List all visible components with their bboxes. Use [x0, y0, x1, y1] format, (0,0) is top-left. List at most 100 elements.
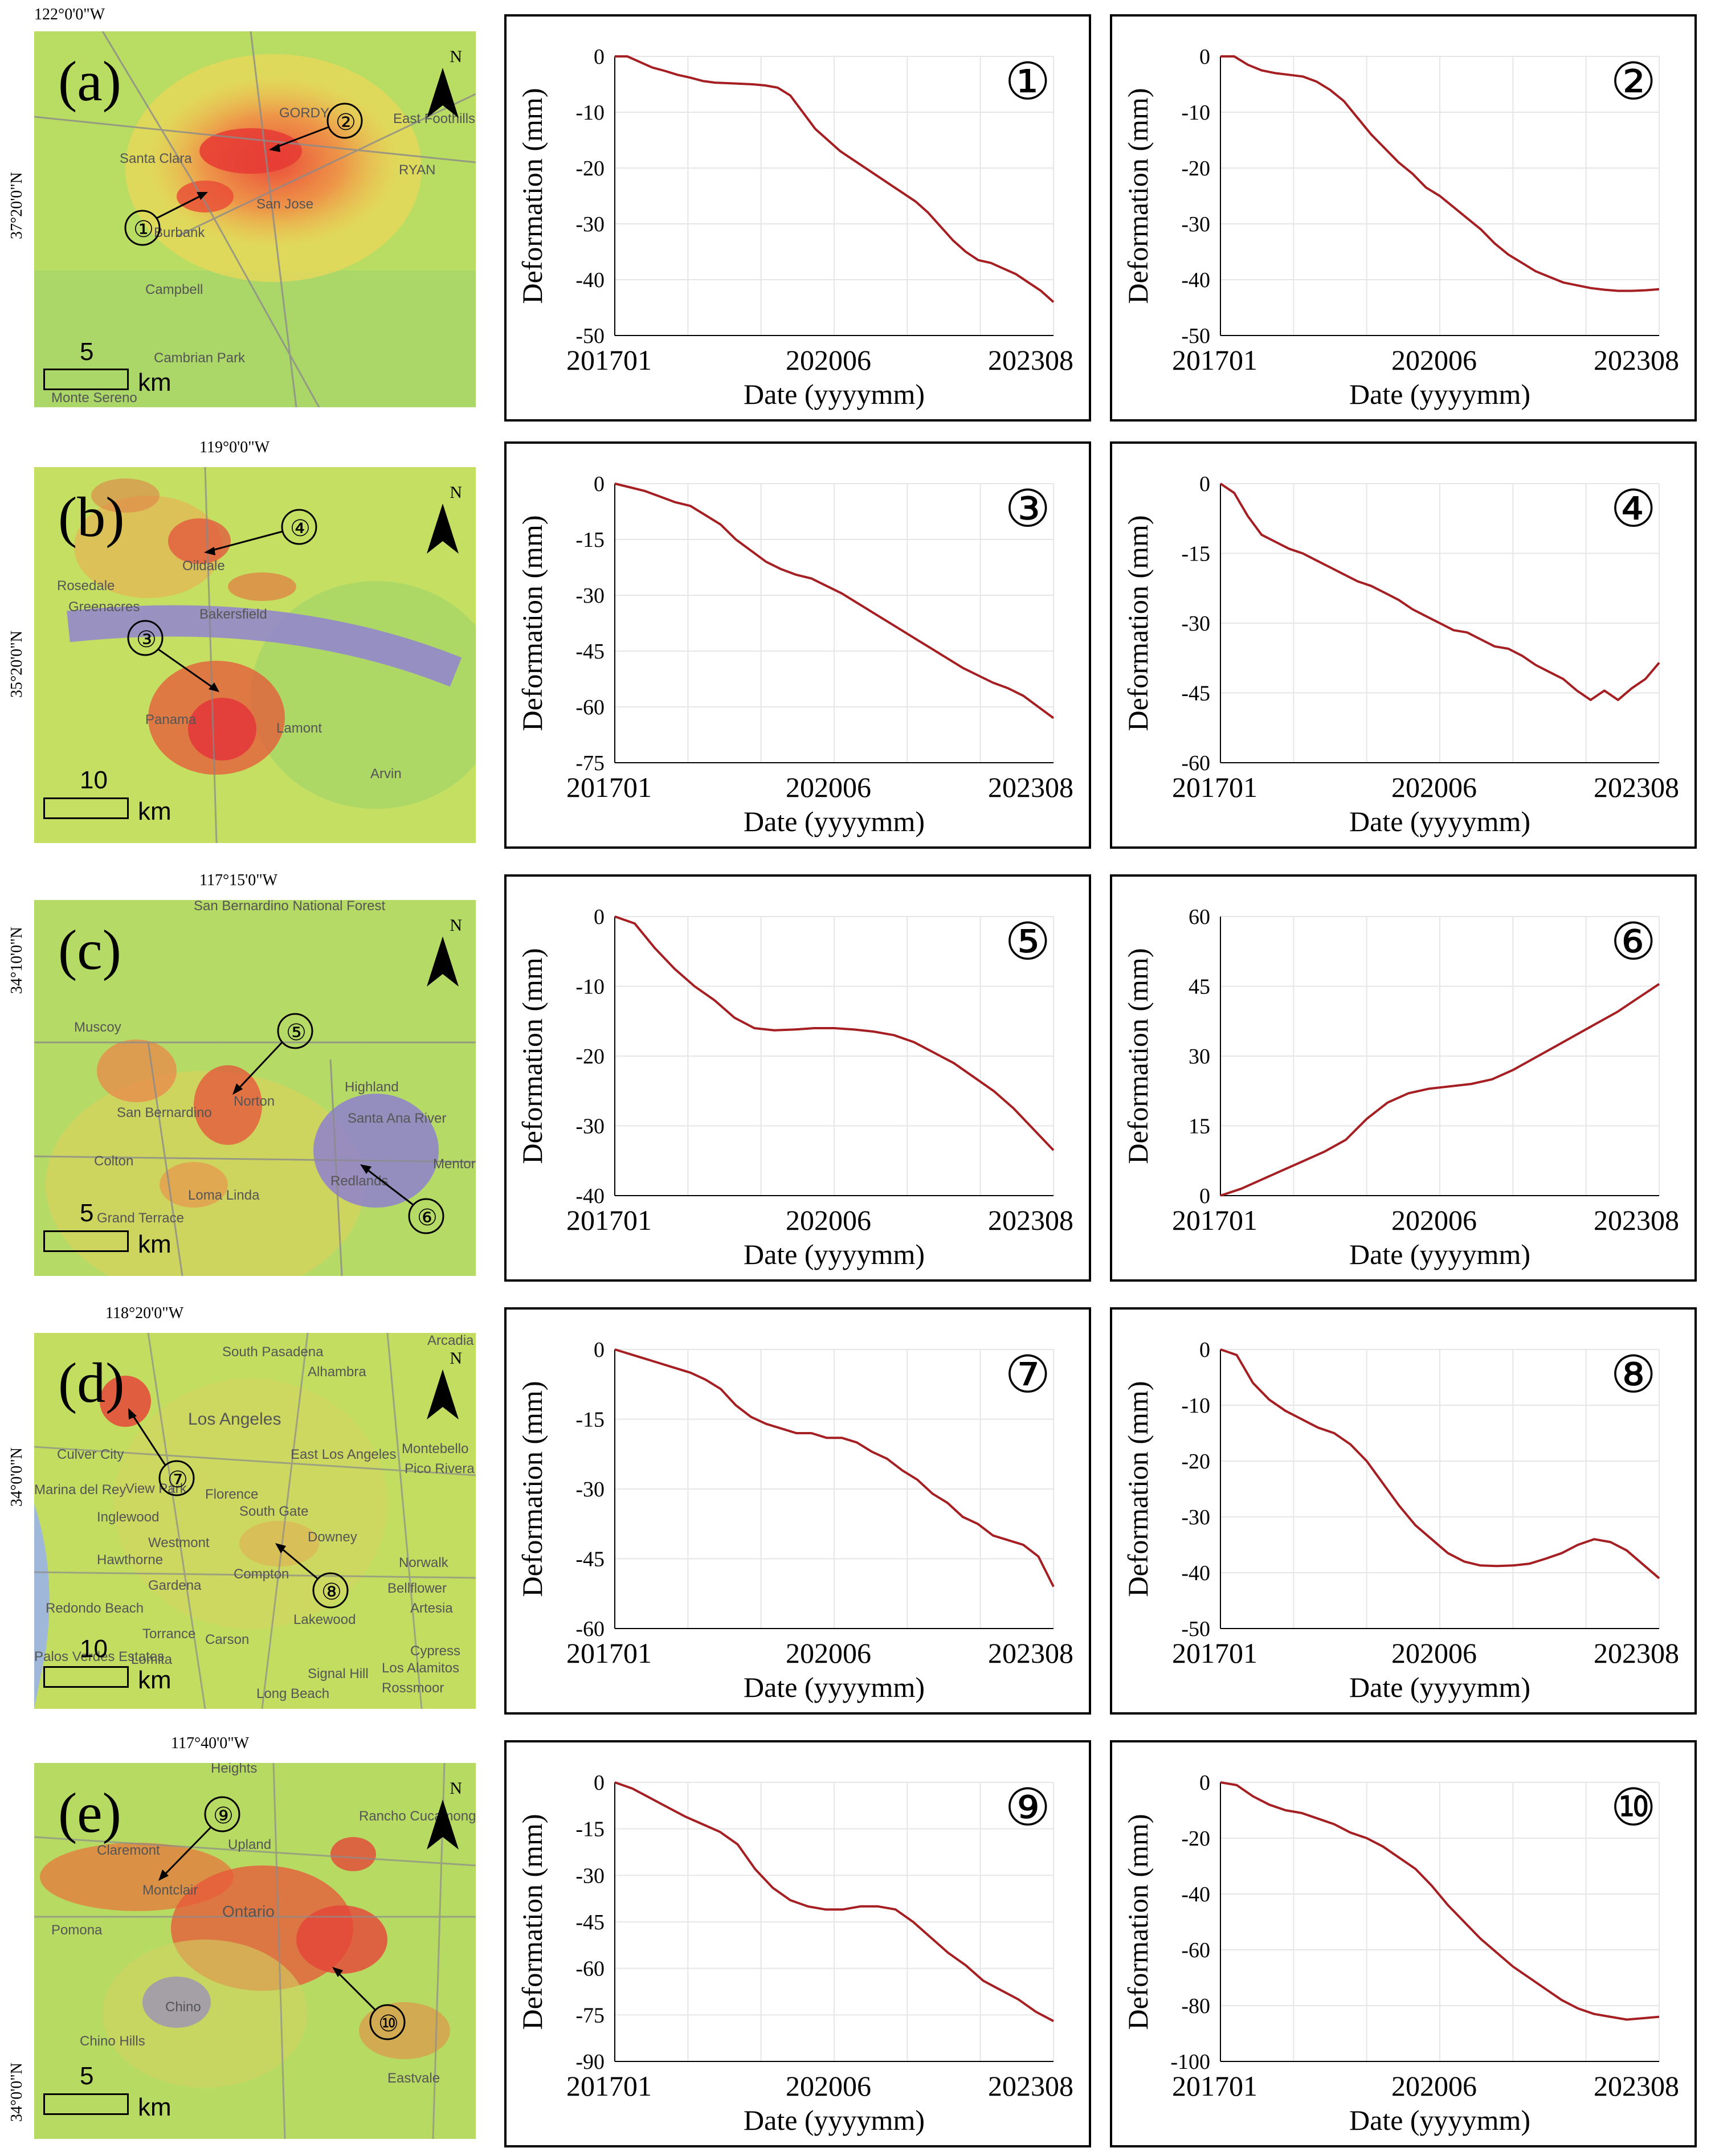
y-tick-label: 30 — [1189, 1045, 1210, 1069]
y-tick-label: -20 — [575, 157, 605, 181]
series-line — [614, 482, 1055, 719]
x-tick-label: 202006 — [786, 771, 871, 803]
x-tick-label: 202308 — [988, 1637, 1073, 1669]
scale-value: 5 — [80, 2062, 94, 2090]
place-label: Carson — [205, 1632, 250, 1647]
y-tick-label: -50 — [1181, 324, 1210, 348]
y-tick-label: -30 — [575, 1478, 605, 1502]
y-tick-label: -45 — [1181, 682, 1210, 706]
map-coord-top: 117°15'0"W — [199, 872, 278, 889]
map-panel-b[interactable]: Rosedale Greenacres Bakersfield Oildale … — [34, 467, 476, 843]
map-panel-e[interactable]: Claremont Upland Rancho Cucamonga Montcl… — [34, 1763, 476, 2139]
y-tick-label: 0 — [594, 1338, 605, 1362]
y-tick-label: -90 — [575, 2050, 605, 2074]
place-label: Arvin — [370, 766, 402, 782]
place-label: Bellflower — [387, 1581, 447, 1596]
y-axis-label: Deformation (mm) — [1122, 88, 1154, 304]
x-tick-label: 202308 — [988, 2070, 1073, 2102]
chart-point-id: ⑦ — [1004, 1345, 1051, 1405]
map-coord-side: 34°0'0"N — [8, 2063, 26, 2122]
panel-label: (d) — [58, 1351, 125, 1414]
x-tick-label: 202006 — [786, 344, 871, 376]
y-tick-label: 0 — [1199, 1338, 1210, 1362]
place-label: Bakersfield — [199, 607, 267, 622]
y-tick-label: -40 — [1181, 1883, 1210, 1907]
place-label: Pico Rivera — [405, 1461, 475, 1476]
chart-point-id: ⑨ — [1004, 1778, 1051, 1838]
place-label: Greenacres — [68, 599, 140, 615]
chart-panel-2: 0 -10 -20 -30 -40 -50 201701 202006 202308 Date (… — [1110, 14, 1697, 422]
y-tick-label: 0 — [594, 905, 605, 929]
place-label: GORDY — [279, 105, 330, 121]
y-tick-label: -30 — [1181, 612, 1210, 636]
row-b: 119°0'0"W 35°20'0"N Rosedale Greenacres … — [0, 430, 1715, 852]
y-tick-label: 45 — [1189, 975, 1210, 999]
place-label: View Park — [125, 1481, 187, 1496]
y-tick-label: -60 — [575, 1957, 605, 1981]
chart-panel-10: 0 -20 -40 -60 -80 -100 201701 202006 202308 Date … — [1110, 1740, 1697, 2147]
y-axis-label: Deformation (mm) — [516, 1381, 548, 1597]
x-axis-label: Date (yyyymm) — [744, 805, 925, 837]
north-label: N — [450, 483, 462, 502]
y-tick-label: -60 — [575, 1617, 605, 1641]
scale-value: 5 — [80, 338, 94, 366]
x-axis-label: Date (yyyymm) — [1349, 1671, 1530, 1703]
scale-bar — [43, 1666, 129, 1688]
place-label: San Jose — [256, 197, 314, 212]
row-a: 122°0'0"W 37°20'0"N Santa Clara San Jose… — [0, 0, 1715, 422]
scale-bar — [43, 1230, 129, 1252]
place-label: San Bernardino — [117, 1105, 212, 1120]
x-tick-label: 202308 — [988, 771, 1073, 803]
chart-panel-7: 0 -15 -30 -45 -60 201701 202006 202308 Date (yyy… — [504, 1307, 1091, 1715]
map-coord-side: 37°20'0"N — [8, 172, 26, 239]
place-label: Alhambra — [308, 1364, 366, 1380]
map-panel-c[interactable]: San Bernardino National Forest Muscoy Sa… — [34, 900, 476, 1276]
y-tick-label: -10 — [575, 975, 605, 999]
scale-value: 10 — [80, 766, 108, 794]
north-arrow-icon — [427, 68, 459, 118]
y-tick-label: 0 — [1199, 1184, 1210, 1208]
x-tick-label: 202308 — [1594, 1204, 1679, 1236]
scale-value: 10 — [80, 1635, 108, 1663]
y-tick-label: -30 — [1181, 1505, 1210, 1529]
point-number-9: ⑨ — [213, 1803, 234, 1828]
place-label: Panama — [145, 712, 197, 727]
y-axis-label: Deformation (mm) — [516, 88, 548, 304]
series-line — [614, 1348, 1055, 1588]
chart-panel-3: 0 -15 -30 -45 -60 -75 201701 202006 202308 Date (… — [504, 441, 1091, 849]
x-axis-label: Date (yyyymm) — [744, 2104, 925, 2136]
point-number-3: ③ — [136, 627, 157, 652]
y-tick-label: -10 — [1181, 101, 1210, 125]
point-markers — [127, 509, 317, 692]
place-label: South Gate — [239, 1504, 309, 1519]
x-axis-label: Date (yyyymm) — [744, 378, 925, 410]
point-number-2: ② — [336, 110, 356, 135]
place-label: Downey — [308, 1529, 357, 1545]
place-label: Inglewood — [97, 1509, 160, 1525]
point-markers — [128, 1408, 349, 1609]
x-tick-label: 201701 — [566, 1204, 652, 1236]
place-label: Hawthorne — [97, 1552, 164, 1568]
y-axis-label: Deformation (mm) — [516, 948, 548, 1164]
place-label: Rosedale — [57, 578, 115, 594]
map-panel-a[interactable]: Santa Clara San Jose Burbank Campbell Ca… — [34, 31, 476, 407]
x-tick-label: 202006 — [1391, 344, 1477, 376]
north-arrow-icon — [427, 936, 459, 987]
row-e: 117°40'0"W 34°0'0"N Claremont Upland Ran… — [0, 1729, 1715, 2150]
x-axis-label: Date (yyyymm) — [1349, 805, 1530, 837]
y-tick-label: -60 — [575, 696, 605, 719]
point-markers — [124, 103, 363, 246]
x-axis-label: Date (yyyymm) — [744, 1238, 925, 1270]
map-panel-d[interactable]: South Pasadena Alhambra Los Angeles Culv… — [34, 1333, 476, 1709]
y-tick-label: 60 — [1189, 905, 1210, 929]
point-number-7: ⑦ — [168, 1467, 188, 1492]
x-tick-label: 202006 — [1391, 1637, 1477, 1669]
place-label: Grand Terrace — [97, 1210, 184, 1226]
y-tick-label: -75 — [575, 751, 605, 775]
place-label: RYAN — [399, 162, 436, 178]
y-tick-label: -30 — [575, 1115, 605, 1139]
place-label: Lamont — [276, 721, 322, 736]
x-tick-label: 202308 — [988, 1204, 1073, 1236]
